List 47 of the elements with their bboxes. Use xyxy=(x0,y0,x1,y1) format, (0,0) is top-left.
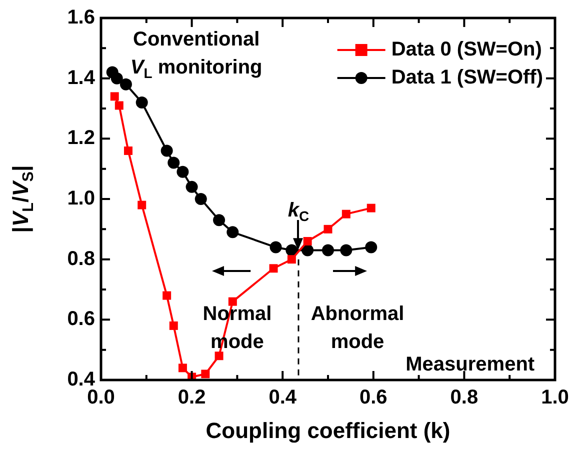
y-tick-label: 0.6 xyxy=(67,308,95,330)
point xyxy=(303,236,312,246)
x-axis-title: Coupling coefficient (k) xyxy=(206,418,450,444)
point xyxy=(138,200,146,210)
point xyxy=(114,101,124,110)
point xyxy=(213,214,226,226)
point xyxy=(269,264,278,273)
point xyxy=(186,180,198,193)
point xyxy=(178,364,187,372)
point xyxy=(342,210,350,218)
point xyxy=(120,78,132,90)
point xyxy=(176,166,189,178)
point xyxy=(160,144,173,157)
annotation: Measurement xyxy=(406,353,535,376)
point xyxy=(324,224,332,234)
legend-label: Data 1 (SW=Off) xyxy=(391,66,544,89)
y-tick-label: 1.0 xyxy=(67,188,95,210)
point xyxy=(194,193,207,205)
point xyxy=(322,244,334,256)
point xyxy=(286,244,298,256)
point xyxy=(201,370,210,378)
point xyxy=(366,204,376,212)
y-tick-label: 1.6 xyxy=(67,6,95,29)
x-tick-label: 0.6 xyxy=(359,386,388,409)
x-tick-label: 0.8 xyxy=(450,386,478,409)
x-tick-label: 1.0 xyxy=(541,386,569,409)
point xyxy=(287,255,296,264)
point xyxy=(136,96,148,108)
point xyxy=(110,72,123,84)
point xyxy=(365,241,378,254)
annotation: Abnormal mode xyxy=(310,303,404,354)
point xyxy=(162,291,172,300)
point xyxy=(270,241,282,254)
point xyxy=(169,321,178,330)
point xyxy=(110,92,119,101)
point xyxy=(226,226,239,238)
legend-label: Data 0 (SW=On) xyxy=(391,38,542,61)
point xyxy=(340,244,352,256)
y-tick-label: 1.4 xyxy=(67,66,96,89)
point xyxy=(214,352,224,360)
point xyxy=(168,156,180,169)
x-tick-label: 0.4 xyxy=(268,386,298,409)
y-tick-label: 1.2 xyxy=(67,127,95,150)
point xyxy=(124,146,132,155)
y-tick-label: 0.8 xyxy=(67,248,95,270)
y-axis-title: |VL/VS| xyxy=(8,165,37,233)
x-tick-label: 0.2 xyxy=(178,386,206,409)
